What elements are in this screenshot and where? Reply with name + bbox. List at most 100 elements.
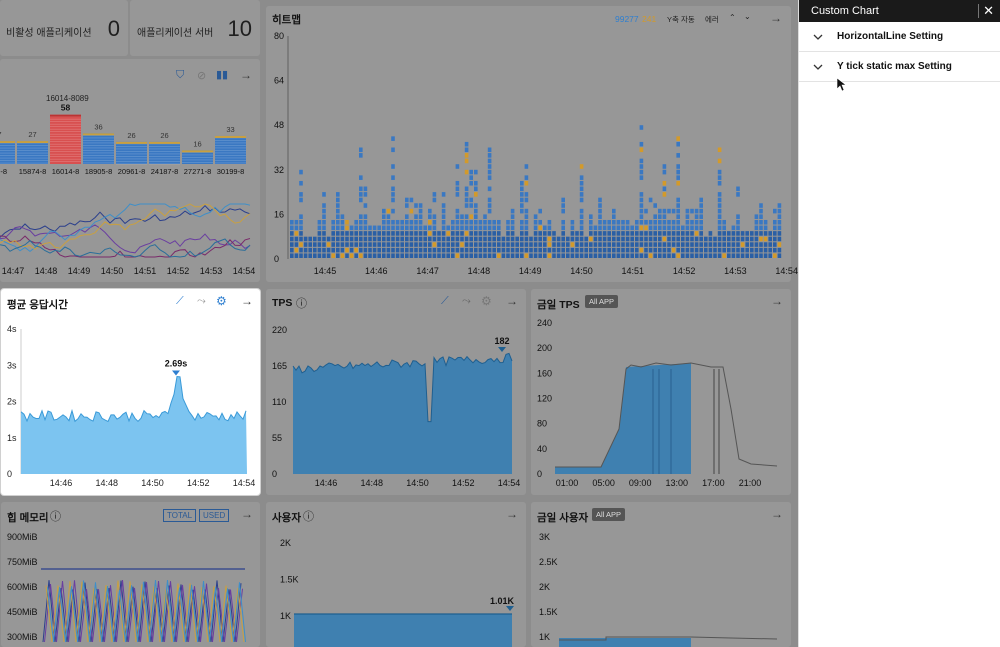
heat-cell	[552, 236, 556, 242]
arrow-right-icon[interactable]: →	[770, 11, 782, 25]
heat-cell	[354, 219, 358, 225]
heat-cell	[639, 197, 644, 203]
heat-cell	[639, 125, 644, 130]
heat-cell	[745, 247, 749, 253]
arrow-right-icon[interactable]: →	[771, 507, 783, 521]
y-axis-auto-button[interactable]: Y축 자동	[667, 15, 695, 24]
heat-cell	[432, 214, 437, 219]
total-toggle[interactable]: TOTAL	[163, 509, 197, 522]
horizontal-line-setting-row[interactable]: HorizontalLine Setting	[799, 22, 1000, 52]
heat-cell	[432, 247, 437, 253]
heat-cell	[405, 214, 409, 219]
heat-cell	[345, 253, 349, 258]
heat-cell	[607, 231, 611, 236]
heat-cell	[308, 253, 312, 258]
heat-cell	[667, 225, 671, 231]
heat-cell	[437, 231, 441, 236]
heat-cell	[579, 208, 584, 214]
heat-cell	[653, 242, 657, 247]
heat-cell	[740, 242, 745, 247]
y-tick-label: 1.5K	[539, 607, 558, 617]
heat-cell	[745, 242, 749, 247]
arrow-right-icon[interactable]: →	[241, 507, 253, 521]
kpi-server-card[interactable]: 애플리케이션 서버 10	[130, 0, 260, 56]
heat-cell	[501, 242, 506, 247]
heat-cell	[487, 203, 492, 208]
heat-cell	[464, 147, 469, 153]
gear-icon[interactable]: ⚙	[216, 294, 227, 308]
all-app-badge[interactable]: All APP	[592, 508, 626, 521]
info-icon[interactable]: ⓘ	[50, 511, 61, 523]
close-icon[interactable]: ✕	[983, 3, 994, 18]
chevron-up-icon[interactable]: ⌃	[729, 13, 736, 22]
y-tick-label: 160	[537, 368, 552, 378]
heat-cell	[418, 214, 423, 219]
used-toggle[interactable]: USED	[199, 509, 230, 522]
y-tick-label: 120	[537, 394, 552, 404]
heat-cell	[717, 219, 722, 225]
heat-cell	[639, 169, 644, 175]
bar-chart-icon[interactable]: ▮▮	[216, 69, 229, 81]
info-icon[interactable]: ⓘ	[296, 298, 307, 310]
kpi-inactive-card[interactable]: 비활성 애플리케이션 0	[0, 0, 128, 56]
heat-cell	[639, 225, 644, 231]
heat-cell	[763, 242, 768, 247]
heat-cell	[386, 247, 391, 253]
arrow-right-icon[interactable]: →	[506, 294, 518, 308]
heat-cell	[533, 236, 538, 242]
line-chart-icon[interactable]: ⟋	[441, 295, 449, 307]
heat-cell	[336, 253, 340, 258]
gear-icon[interactable]: ⚙	[481, 294, 492, 308]
heat-cell	[487, 219, 492, 225]
line-chart-icon[interactable]: ⟋	[176, 295, 184, 307]
heat-cell	[690, 247, 694, 253]
arrow-right-icon[interactable]: →	[240, 68, 252, 82]
hide-line-icon[interactable]: ⤳	[462, 295, 471, 307]
arrow-right-icon[interactable]: →	[771, 294, 783, 308]
shield-icon[interactable]: ⛉	[176, 69, 185, 81]
heap-chart: 900MiB 750MiB 600MiB 450MiB 300MiB	[7, 532, 246, 643]
x-tick-label: 14:52	[167, 266, 190, 276]
error-button[interactable]: 에러	[705, 15, 719, 24]
heat-cell	[759, 247, 763, 253]
x-tick-label: 09:00	[629, 478, 652, 488]
heat-cell	[538, 208, 542, 214]
heat-cell	[759, 203, 763, 208]
arrow-right-icon[interactable]: →	[241, 294, 253, 308]
heat-cell	[598, 203, 602, 208]
heat-cell	[639, 141, 644, 147]
all-app-badge[interactable]: All APP	[585, 295, 619, 308]
heat-cell	[538, 236, 542, 242]
y-tick-static-max-row[interactable]: Y tick static max Setting	[799, 52, 1000, 82]
heat-cell	[598, 219, 602, 225]
heat-cell	[653, 203, 657, 208]
info-icon[interactable]: ⓘ	[303, 511, 314, 523]
heat-cell	[777, 236, 782, 242]
heap-title: 힙 메모리	[7, 512, 49, 524]
heat-cell	[469, 214, 473, 219]
heat-cell	[414, 231, 418, 236]
heat-cell	[290, 219, 294, 225]
heat-cell	[382, 219, 386, 225]
heat-cell	[510, 242, 515, 247]
bar-chart: 7 09-8 27 15874-8 58 16014-8 36 18905-8 26 20961-…	[0, 103, 246, 176]
x-tick-label: 14:52	[673, 266, 696, 276]
heat-cell	[699, 231, 703, 236]
heat-cell	[423, 236, 427, 242]
heat-cell	[561, 203, 565, 208]
heat-cell	[363, 242, 368, 247]
heat-cell	[474, 203, 478, 208]
hide-line-icon[interactable]: ⤳	[197, 295, 206, 307]
x-tick-label: 14:48	[468, 266, 491, 276]
filter-icon[interactable]: ⊘	[197, 70, 207, 82]
heat-cell	[405, 203, 409, 208]
heat-cell	[584, 236, 588, 242]
heat-cell	[648, 225, 653, 231]
peak-label: 182	[494, 336, 509, 346]
chevron-down-icon[interactable]: ⌄	[744, 12, 751, 21]
y-tick-label: 900MiB	[7, 532, 38, 542]
heat-cell	[474, 214, 478, 219]
heat-cell	[658, 219, 662, 225]
heat-cell	[464, 203, 469, 208]
arrow-right-icon[interactable]: →	[506, 507, 518, 521]
